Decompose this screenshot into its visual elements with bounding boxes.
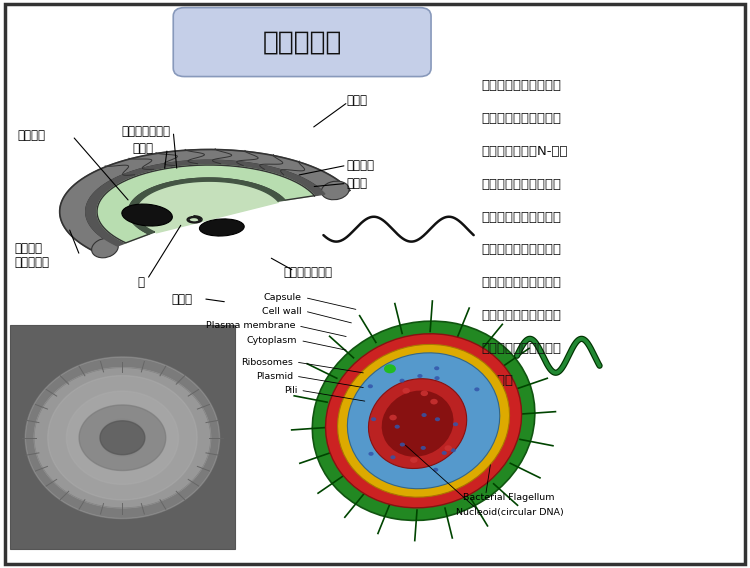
Text: 細菌の形態: 細菌の形態 — [262, 29, 342, 55]
Polygon shape — [128, 178, 285, 234]
Text: だ細胞壁を持つ原核生: だ細胞壁を持つ原核生 — [481, 211, 561, 224]
Text: チルムラミン酸を含ん: チルムラミン酸を含ん — [481, 178, 561, 191]
Ellipse shape — [435, 417, 440, 421]
Text: 細菌が持たないN-アセ: 細菌が持たないN-アセ — [481, 145, 568, 158]
Text: とグラム陽性菌に大別: とグラム陽性菌に大別 — [481, 342, 561, 354]
Ellipse shape — [434, 366, 439, 370]
Ellipse shape — [394, 425, 400, 429]
Ellipse shape — [338, 344, 509, 497]
Text: 細胞壁: 細胞壁 — [346, 177, 368, 190]
Text: 真正細菌とは、分類学: 真正細菌とは、分類学 — [481, 80, 561, 93]
Polygon shape — [85, 407, 160, 469]
Text: （粘液層）: （粘液層） — [15, 256, 50, 269]
Ellipse shape — [371, 417, 376, 421]
Polygon shape — [79, 405, 166, 470]
Polygon shape — [100, 421, 145, 455]
Text: べん毛: べん毛 — [172, 293, 193, 306]
Polygon shape — [60, 149, 350, 253]
Text: 核: 核 — [137, 277, 145, 289]
Text: 細胞質内膜構造: 細胞質内膜構造 — [121, 125, 170, 138]
Text: 細胞質: 細胞質 — [132, 142, 153, 155]
Polygon shape — [26, 357, 220, 519]
FancyBboxPatch shape — [173, 7, 431, 77]
Ellipse shape — [321, 181, 349, 200]
Ellipse shape — [421, 390, 428, 396]
Ellipse shape — [200, 219, 244, 236]
Text: Plasma membrane: Plasma membrane — [206, 321, 295, 331]
Ellipse shape — [434, 376, 439, 380]
Ellipse shape — [474, 387, 479, 391]
Text: 上の領域の一つで、古: 上の領域の一つで、古 — [481, 112, 561, 125]
Text: Nucleoid(circular DNA): Nucleoid(circular DNA) — [456, 508, 563, 517]
Ellipse shape — [422, 413, 427, 417]
Ellipse shape — [368, 379, 466, 469]
Polygon shape — [100, 419, 145, 457]
Text: によってグラム陰性菌: によってグラム陰性菌 — [481, 309, 561, 322]
Text: ミクロカプセル: ミクロカプセル — [284, 266, 333, 279]
Ellipse shape — [417, 374, 422, 378]
Ellipse shape — [410, 457, 418, 463]
Text: リックスの構造の違い: リックスの構造の違い — [481, 276, 561, 289]
Text: 細胞質膜: 細胞質膜 — [346, 159, 374, 172]
Text: Capsule: Capsule — [264, 293, 302, 302]
Ellipse shape — [451, 448, 456, 452]
Polygon shape — [67, 391, 178, 485]
Text: せん毛: せん毛 — [346, 94, 368, 107]
Ellipse shape — [326, 334, 521, 508]
Polygon shape — [97, 165, 314, 243]
FancyBboxPatch shape — [10, 325, 235, 549]
Polygon shape — [34, 367, 211, 508]
Ellipse shape — [453, 422, 458, 426]
Text: Cytoplasm: Cytoplasm — [247, 336, 297, 345]
Ellipse shape — [400, 379, 405, 383]
Polygon shape — [86, 160, 325, 246]
Ellipse shape — [390, 456, 395, 460]
Text: Plasmid: Plasmid — [256, 371, 292, 381]
Ellipse shape — [122, 204, 172, 226]
Ellipse shape — [368, 452, 374, 456]
Text: 物のこと。細胞外マト: 物のこと。細胞外マト — [481, 243, 561, 256]
Text: される。: される。 — [481, 374, 513, 387]
Ellipse shape — [430, 399, 438, 404]
Ellipse shape — [403, 388, 410, 394]
Text: Ribosomes: Ribosomes — [241, 357, 292, 366]
Ellipse shape — [312, 321, 535, 520]
Polygon shape — [136, 181, 279, 233]
Ellipse shape — [389, 415, 397, 420]
Ellipse shape — [368, 385, 373, 389]
Ellipse shape — [400, 442, 405, 446]
Polygon shape — [48, 375, 197, 500]
Ellipse shape — [384, 364, 396, 373]
Ellipse shape — [347, 353, 500, 488]
Ellipse shape — [445, 445, 452, 451]
Text: 異染小体: 異染小体 — [18, 130, 46, 143]
Ellipse shape — [92, 238, 118, 258]
Text: Pili: Pili — [284, 386, 297, 395]
Ellipse shape — [442, 451, 447, 455]
Text: きょう膜: きょう膜 — [15, 243, 43, 256]
Text: Bacterial Flagellum: Bacterial Flagellum — [464, 493, 555, 502]
Text: Cell wall: Cell wall — [262, 307, 302, 316]
Ellipse shape — [382, 391, 454, 457]
Ellipse shape — [433, 468, 438, 472]
Ellipse shape — [421, 446, 426, 450]
